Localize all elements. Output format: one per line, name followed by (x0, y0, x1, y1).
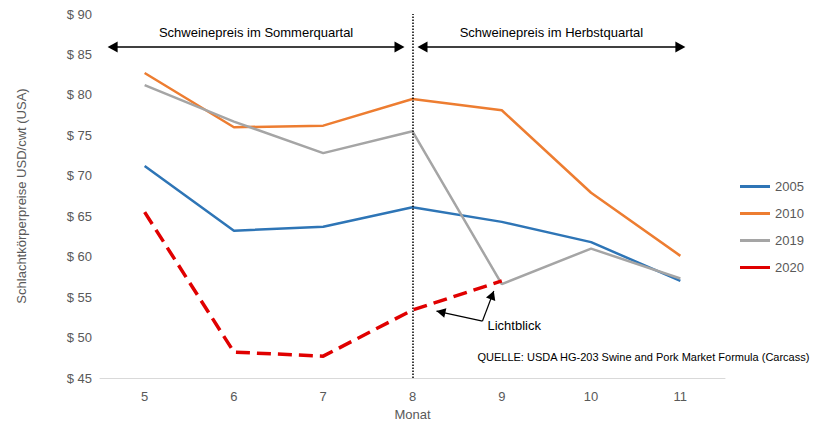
svg-text:Lichtblick: Lichtblick (488, 318, 542, 333)
svg-text:2005: 2005 (775, 179, 804, 194)
svg-text:$ 90: $ 90 (67, 7, 92, 22)
svg-text:11: 11 (674, 389, 688, 404)
svg-text:2020: 2020 (775, 260, 804, 275)
svg-text:8: 8 (409, 389, 416, 404)
svg-text:5: 5 (141, 389, 148, 404)
svg-text:$ 70: $ 70 (67, 168, 92, 183)
svg-text:Schweinepreis im Sommerquartal: Schweinepreis im Sommerquartal (159, 25, 353, 40)
svg-text:$ 50: $ 50 (67, 330, 92, 345)
svg-text:6: 6 (230, 389, 237, 404)
svg-text:Schweinepreis im Herbstquartal: Schweinepreis im Herbstquartal (460, 25, 644, 40)
svg-text:$ 65: $ 65 (67, 209, 92, 224)
svg-text:7: 7 (320, 389, 327, 404)
svg-text:9: 9 (498, 389, 505, 404)
svg-text:$ 75: $ 75 (67, 128, 92, 143)
svg-text:$ 85: $ 85 (67, 47, 92, 62)
svg-text:2010: 2010 (775, 206, 804, 221)
svg-text:Monat: Monat (394, 407, 431, 422)
svg-text:$ 60: $ 60 (67, 249, 92, 264)
svg-text:10: 10 (584, 389, 598, 404)
svg-text:QUELLE: USDA HG-203 Swine and: QUELLE: USDA HG-203 Swine and Pork Marke… (477, 351, 809, 363)
svg-text:$ 80: $ 80 (67, 87, 92, 102)
svg-text:2019: 2019 (775, 233, 804, 248)
svg-text:Schlachtkörperpreise USD/cwt (: Schlachtkörperpreise USD/cwt (USA) (14, 88, 29, 303)
svg-text:$ 55: $ 55 (67, 290, 92, 305)
svg-text:$ 45: $ 45 (67, 371, 92, 386)
